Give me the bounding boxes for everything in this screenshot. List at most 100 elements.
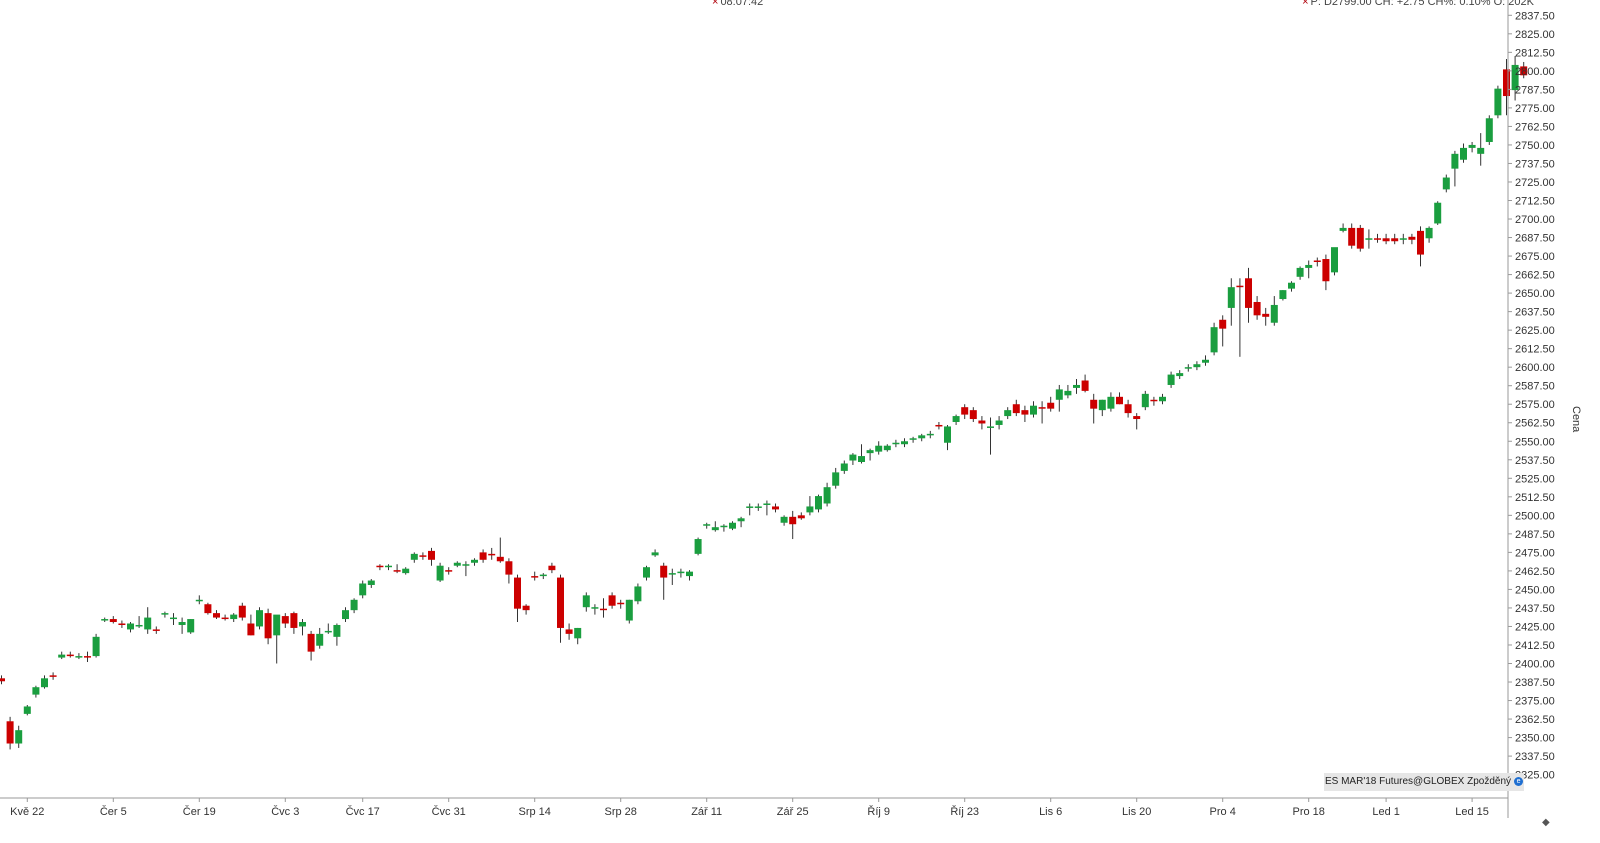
- candle[interactable]: [118, 620, 126, 628]
- candle[interactable]: [892, 439, 900, 448]
- candle[interactable]: [703, 522, 711, 529]
- candle[interactable]: [1038, 401, 1046, 424]
- candle[interactable]: [952, 414, 960, 425]
- candle[interactable]: [746, 503, 754, 516]
- candle[interactable]: [1503, 59, 1510, 116]
- candle[interactable]: [178, 617, 186, 634]
- candle[interactable]: [643, 565, 650, 581]
- candle[interactable]: [1090, 393, 1098, 424]
- candle[interactable]: [574, 627, 582, 645]
- candle[interactable]: [488, 547, 496, 560]
- candle[interactable]: [402, 567, 410, 575]
- candle[interactable]: [737, 516, 745, 528]
- candle[interactable]: [1288, 281, 1295, 292]
- candle[interactable]: [264, 608, 272, 645]
- candle[interactable]: [1425, 226, 1433, 243]
- candle[interactable]: [479, 549, 487, 563]
- candle[interactable]: [1253, 296, 1261, 320]
- candle[interactable]: [1047, 396, 1055, 412]
- candle[interactable]: [1064, 384, 1072, 399]
- candle[interactable]: [238, 602, 246, 621]
- candle[interactable]: [961, 404, 969, 420]
- candle[interactable]: [1184, 364, 1192, 372]
- candle[interactable]: [754, 503, 762, 511]
- candle[interactable]: [410, 552, 418, 563]
- candle[interactable]: [281, 613, 289, 628]
- candle[interactable]: [565, 623, 573, 640]
- candle[interactable]: [213, 610, 220, 620]
- candle[interactable]: [883, 444, 891, 452]
- candle[interactable]: [333, 623, 341, 646]
- candle[interactable]: [1313, 257, 1321, 267]
- candle[interactable]: [901, 438, 908, 448]
- candle[interactable]: [342, 607, 349, 623]
- candle[interactable]: [152, 626, 160, 634]
- candle[interactable]: [582, 592, 590, 612]
- candle[interactable]: [436, 562, 444, 583]
- candle[interactable]: [617, 599, 625, 609]
- candle[interactable]: [307, 630, 315, 661]
- candle[interactable]: [548, 562, 556, 574]
- candle[interactable]: [23, 704, 31, 716]
- candle[interactable]: [367, 579, 375, 588]
- candle[interactable]: [514, 574, 521, 623]
- candle[interactable]: [1399, 233, 1407, 245]
- candle[interactable]: [75, 653, 83, 660]
- candle[interactable]: [299, 619, 306, 636]
- candle[interactable]: [926, 430, 934, 439]
- candle[interactable]: [1098, 399, 1106, 417]
- candle[interactable]: [316, 627, 324, 649]
- candle[interactable]: [557, 574, 564, 643]
- candle[interactable]: [1193, 361, 1201, 371]
- candle[interactable]: [247, 614, 255, 636]
- candle[interactable]: [195, 595, 203, 605]
- candle[interactable]: [1150, 396, 1158, 406]
- candle[interactable]: [720, 524, 728, 532]
- candle[interactable]: [1365, 229, 1373, 249]
- candle[interactable]: [32, 685, 40, 698]
- candle[interactable]: [634, 583, 642, 605]
- candle[interactable]: [1124, 399, 1132, 418]
- candle[interactable]: [1468, 141, 1476, 153]
- candle[interactable]: [969, 407, 977, 422]
- candle[interactable]: [1322, 254, 1330, 291]
- candle[interactable]: [144, 607, 152, 634]
- candle[interactable]: [471, 558, 478, 566]
- candle[interactable]: [1167, 371, 1175, 388]
- candle[interactable]: [600, 598, 607, 618]
- candle[interactable]: [840, 460, 848, 474]
- candle[interactable]: [1081, 374, 1089, 393]
- candle[interactable]: [1133, 413, 1141, 430]
- candle[interactable]: [445, 567, 453, 575]
- candle[interactable]: [109, 616, 117, 624]
- candle[interactable]: [92, 633, 100, 658]
- candle[interactable]: [1331, 247, 1338, 276]
- candle[interactable]: [1442, 174, 1450, 193]
- candle[interactable]: [1460, 143, 1467, 163]
- candle[interactable]: [780, 515, 788, 526]
- candle[interactable]: [1296, 266, 1304, 280]
- candle[interactable]: [668, 568, 676, 585]
- candle[interactable]: [393, 564, 401, 574]
- candle[interactable]: [1176, 370, 1184, 380]
- candle[interactable]: [978, 416, 986, 430]
- candle[interactable]: [763, 500, 771, 516]
- candle[interactable]: [1202, 355, 1209, 366]
- candle[interactable]: [1021, 405, 1029, 422]
- candle[interactable]: [204, 602, 212, 615]
- candle[interactable]: [256, 607, 263, 630]
- candle[interactable]: [522, 604, 530, 615]
- candle[interactable]: [686, 570, 693, 581]
- candle[interactable]: [1451, 150, 1459, 187]
- candle[interactable]: [1477, 133, 1485, 166]
- candle[interactable]: [324, 623, 332, 634]
- candle[interactable]: [1356, 224, 1364, 252]
- candle[interactable]: [608, 592, 616, 609]
- candle[interactable]: [1141, 390, 1149, 411]
- candle[interactable]: [187, 619, 195, 634]
- candle[interactable]: [1374, 233, 1381, 243]
- candle[interactable]: [376, 564, 384, 571]
- candle[interactable]: [1030, 401, 1037, 418]
- candle[interactable]: [419, 552, 427, 560]
- candle[interactable]: [230, 613, 238, 623]
